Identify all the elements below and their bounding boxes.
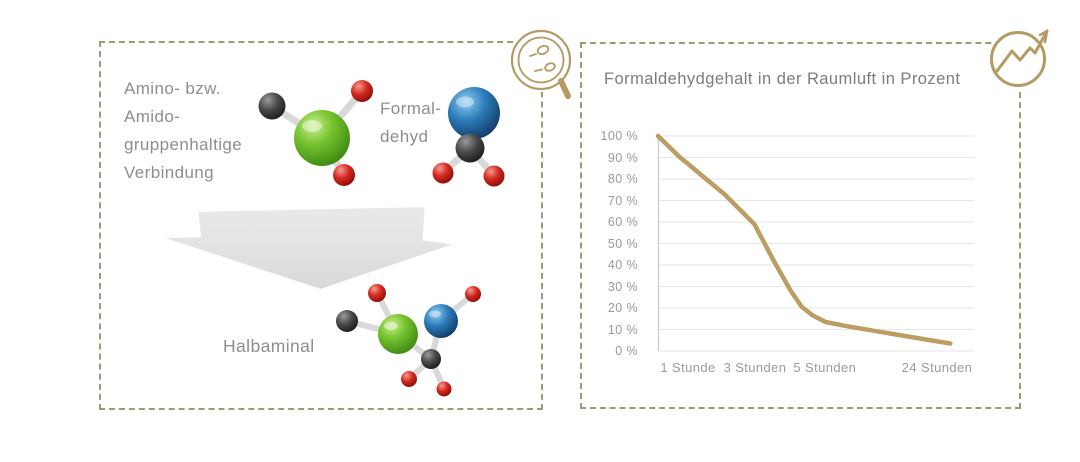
y-tick-label: 100 %	[600, 129, 638, 143]
x-axis-tick-labels: 1 Stunde 3 Stunden 5 Stunden 24 Stunden	[658, 360, 974, 380]
x-tick-label: 1 Stunde	[660, 360, 716, 375]
y-tick-label: 50 %	[607, 236, 638, 251]
product-label: Halbaminal	[223, 336, 315, 356]
reactant-label: Amino- bzw. Amido- gruppenhaltige Verbin…	[124, 79, 243, 182]
chart-plot-area	[655, 133, 974, 352]
y-tick-label: 90 %	[607, 150, 638, 165]
chart-title: Formaldehydgehalt in der Raumluft in Pro…	[604, 70, 961, 88]
magnifier-icon	[509, 28, 575, 103]
trend-chart-icon	[988, 29, 1049, 89]
formaldehyde-label: Formal- dehyd	[380, 99, 442, 146]
y-tick-label: 30 %	[607, 279, 638, 294]
reaction-panel: Amino- bzw. Amido- gruppenhaltige Verbin…	[99, 41, 543, 410]
y-tick-label: 0 %	[615, 344, 638, 358]
x-tick-label: 3 Stunden	[723, 360, 787, 375]
x-tick-label: 24 Stunden	[901, 360, 973, 375]
y-tick-label: 40 %	[607, 258, 638, 272]
formaldehyde-molecule-image	[432, 87, 505, 187]
chart-panel: Formaldehydgehalt in der Raumluft in Pro…	[580, 42, 1021, 409]
y-tick-label: 60 %	[607, 215, 638, 229]
x-tick-label: 5 Stunden	[793, 360, 857, 375]
product-molecule-image	[336, 284, 481, 397]
y-tick-label: 80 %	[607, 172, 638, 186]
reaction-arrow-down	[165, 207, 453, 289]
line-chart	[655, 133, 974, 352]
y-tick-label: 70 %	[607, 193, 638, 208]
y-axis-tick-labels: 100 % 90 % 80 % 70 % 60 % 50 % 40 % 30 % 20 % 10 …	[582, 129, 648, 368]
reactant-molecule-image	[258, 80, 373, 186]
y-tick-label: 10 %	[607, 322, 638, 337]
y-tick-label: 20 %	[607, 301, 638, 315]
